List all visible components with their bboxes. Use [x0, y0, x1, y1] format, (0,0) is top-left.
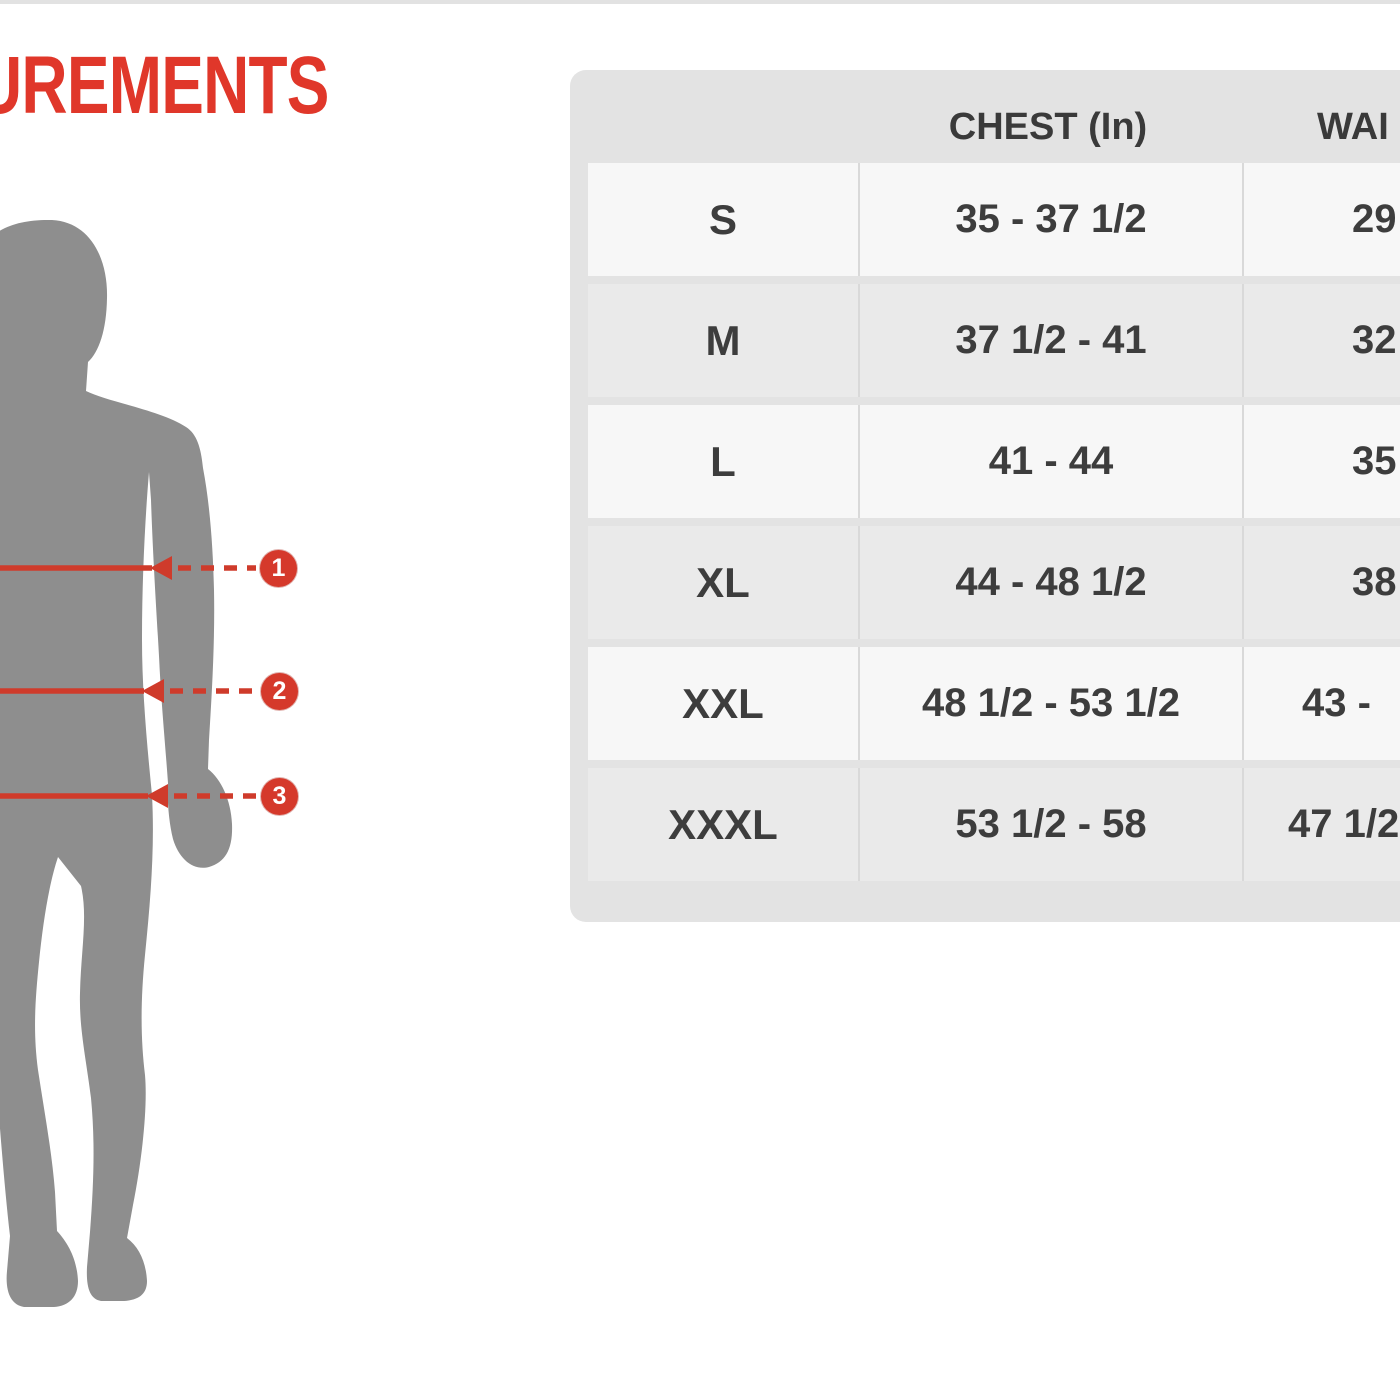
- size-chart-card: CHEST (In) WAI S 35 - 37 1/2 29 M 37 1/2…: [570, 70, 1400, 922]
- size-label: XXXL: [668, 800, 778, 848]
- waist-value: 47 1/2: [1242, 768, 1400, 881]
- table-row-xl: XL 44 - 48 1/2 38: [588, 526, 1400, 639]
- column-header-chest: CHEST (In): [948, 106, 1148, 148]
- size-chart-rows: S 35 - 37 1/2 29 M 37 1/2 - 41 32 L 41 -…: [588, 163, 1400, 889]
- waist-value: 29: [1242, 163, 1400, 276]
- page-title: UREMENTS: [0, 40, 329, 131]
- chest-value: 48 1/2 - 53 1/2: [858, 647, 1242, 760]
- measurement-line-chest: [0, 556, 256, 580]
- body-silhouette-diagram: [0, 219, 256, 1307]
- size-label: L: [710, 437, 736, 485]
- size-label: S: [708, 195, 737, 243]
- waist-value: 38: [1242, 526, 1400, 639]
- body-silhouette: [0, 219, 233, 1307]
- size-label: XL: [696, 558, 750, 606]
- chest-value: 53 1/2 - 58: [858, 768, 1242, 881]
- measurement-line-waist: [0, 679, 256, 703]
- marker-number: 2: [272, 677, 287, 705]
- chest-value: 35 - 37 1/2: [858, 163, 1242, 276]
- measurement-line-seat: [0, 784, 256, 808]
- table-row-s: S 35 - 37 1/2 29: [588, 163, 1400, 276]
- marker-badge-2: 2: [261, 673, 298, 710]
- table-row-xxl: XXL 48 1/2 - 53 1/2 43 -: [588, 647, 1400, 760]
- waist-value: 35: [1242, 405, 1400, 518]
- waist-value: 43 -: [1242, 647, 1400, 760]
- column-header-waist: WAI: [1317, 106, 1389, 148]
- size-label: XXL: [682, 679, 764, 727]
- waist-value: 32: [1242, 284, 1400, 397]
- marker-number: 3: [272, 782, 287, 810]
- marker-badge-1: 1: [260, 550, 297, 587]
- marker-number: 1: [271, 554, 286, 582]
- table-row-xxxl: XXXL 53 1/2 - 58 47 1/2: [588, 768, 1400, 881]
- size-label: M: [705, 316, 741, 364]
- chest-value: 44 - 48 1/2: [858, 526, 1242, 639]
- top-border-strip: [0, 0, 1400, 4]
- chest-value: 37 1/2 - 41: [858, 284, 1242, 397]
- marker-badge-3: 3: [261, 778, 298, 815]
- table-row-l: L 41 - 44 35: [588, 405, 1400, 518]
- chest-value: 41 - 44: [858, 405, 1242, 518]
- table-row-m: M 37 1/2 - 41 32: [588, 284, 1400, 397]
